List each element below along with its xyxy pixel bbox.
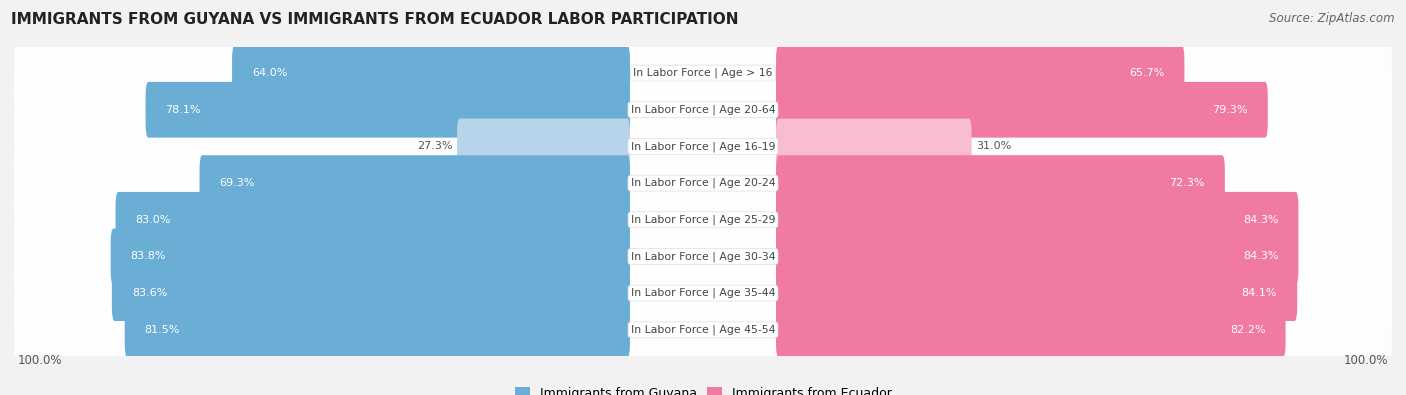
FancyBboxPatch shape [776, 82, 1268, 137]
FancyBboxPatch shape [776, 155, 1225, 211]
Text: In Labor Force | Age 25-29: In Labor Force | Age 25-29 [631, 214, 775, 225]
FancyBboxPatch shape [200, 155, 630, 211]
FancyBboxPatch shape [112, 265, 630, 321]
FancyBboxPatch shape [14, 147, 1392, 219]
Text: In Labor Force | Age 20-24: In Labor Force | Age 20-24 [631, 178, 775, 188]
Text: 78.1%: 78.1% [166, 105, 201, 115]
FancyBboxPatch shape [776, 45, 1184, 101]
Text: 31.0%: 31.0% [976, 141, 1011, 151]
FancyBboxPatch shape [776, 192, 1298, 248]
Text: 81.5%: 81.5% [145, 325, 180, 335]
FancyBboxPatch shape [14, 257, 1392, 329]
Text: 72.3%: 72.3% [1170, 178, 1205, 188]
Text: In Labor Force | Age 45-54: In Labor Force | Age 45-54 [631, 325, 775, 335]
FancyBboxPatch shape [14, 220, 1392, 292]
FancyBboxPatch shape [776, 229, 1298, 284]
Text: 79.3%: 79.3% [1212, 105, 1247, 115]
Text: In Labor Force | Age > 16: In Labor Force | Age > 16 [633, 68, 773, 78]
Text: 83.6%: 83.6% [132, 288, 167, 298]
Legend: Immigrants from Guyana, Immigrants from Ecuador: Immigrants from Guyana, Immigrants from … [509, 382, 897, 395]
Text: 84.3%: 84.3% [1243, 252, 1278, 261]
FancyBboxPatch shape [776, 265, 1298, 321]
FancyBboxPatch shape [14, 111, 1392, 182]
Text: 82.2%: 82.2% [1230, 325, 1265, 335]
Text: 69.3%: 69.3% [219, 178, 254, 188]
FancyBboxPatch shape [14, 184, 1392, 256]
Text: IMMIGRANTS FROM GUYANA VS IMMIGRANTS FROM ECUADOR LABOR PARTICIPATION: IMMIGRANTS FROM GUYANA VS IMMIGRANTS FRO… [11, 12, 738, 27]
Text: In Labor Force | Age 20-64: In Labor Force | Age 20-64 [631, 105, 775, 115]
Text: In Labor Force | Age 35-44: In Labor Force | Age 35-44 [631, 288, 775, 298]
FancyBboxPatch shape [111, 229, 630, 284]
FancyBboxPatch shape [115, 192, 630, 248]
Text: 84.3%: 84.3% [1243, 215, 1278, 225]
FancyBboxPatch shape [146, 82, 630, 137]
Text: Source: ZipAtlas.com: Source: ZipAtlas.com [1270, 12, 1395, 25]
FancyBboxPatch shape [776, 118, 972, 174]
Text: 65.7%: 65.7% [1129, 68, 1164, 78]
FancyBboxPatch shape [457, 118, 630, 174]
FancyBboxPatch shape [14, 74, 1392, 146]
Text: 84.1%: 84.1% [1241, 288, 1277, 298]
Text: 27.3%: 27.3% [418, 141, 453, 151]
FancyBboxPatch shape [14, 294, 1392, 366]
Text: 83.8%: 83.8% [131, 252, 166, 261]
Text: In Labor Force | Age 16-19: In Labor Force | Age 16-19 [631, 141, 775, 152]
Text: In Labor Force | Age 30-34: In Labor Force | Age 30-34 [631, 251, 775, 262]
Text: 100.0%: 100.0% [1344, 354, 1389, 367]
FancyBboxPatch shape [14, 37, 1392, 109]
FancyBboxPatch shape [232, 45, 630, 101]
Text: 83.0%: 83.0% [135, 215, 172, 225]
Text: 64.0%: 64.0% [252, 68, 287, 78]
FancyBboxPatch shape [776, 302, 1285, 358]
FancyBboxPatch shape [125, 302, 630, 358]
Text: 100.0%: 100.0% [17, 354, 62, 367]
